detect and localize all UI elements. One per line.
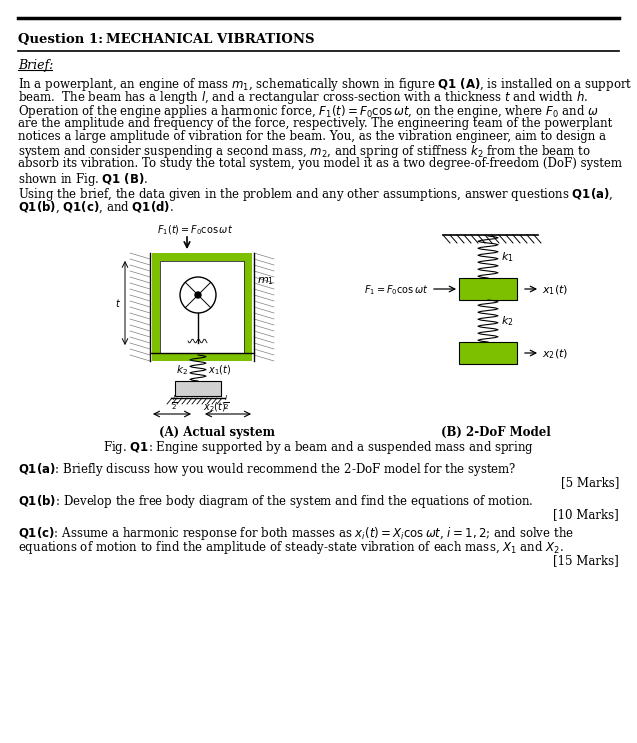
Text: [15 Marks]: [15 Marks] — [554, 554, 619, 567]
Text: absorb its vibration. To study the total system, you model it as a two degree-of: absorb its vibration. To study the total… — [18, 157, 622, 170]
Text: Using the brief, the data given in the problem and any other assumptions, answer: Using the brief, the data given in the p… — [18, 186, 613, 203]
Text: Brief:: Brief: — [18, 59, 54, 72]
Text: $\mathbf{Q1(a)}$: Briefly discuss how you would recommend the 2-DoF model for th: $\mathbf{Q1(a)}$: Briefly discuss how yo… — [18, 461, 517, 478]
Text: $F_1 = F_0 \cos\omega t$: $F_1 = F_0 \cos\omega t$ — [364, 283, 429, 297]
Text: $k_2$: $k_2$ — [501, 314, 513, 328]
Bar — [459, 342, 517, 364]
Bar — [130, 253, 150, 361]
Text: $m_2$: $m_2$ — [479, 348, 497, 360]
Text: Question 1:: Question 1: — [18, 33, 103, 46]
Text: $m_1$: $m_1$ — [257, 275, 274, 287]
Text: $F_1(t) = F_0 \cos\omega t$: $F_1(t) = F_0 \cos\omega t$ — [157, 223, 233, 236]
Text: $m_1$: $m_1$ — [479, 283, 497, 296]
Bar — [152, 353, 252, 361]
Bar — [244, 253, 252, 361]
Text: $\mathbf{Q1(b)}$, $\mathbf{Q1(c)}$, and $\mathbf{Q1(d)}$.: $\mathbf{Q1(b)}$, $\mathbf{Q1(c)}$, and … — [18, 200, 174, 215]
Text: $t$: $t$ — [115, 297, 121, 309]
Text: system and consider suspending a second mass, $m_2$, and spring of stiffness $k_: system and consider suspending a second … — [18, 143, 591, 160]
Text: [10 Marks]: [10 Marks] — [554, 508, 619, 521]
Text: shown in Fig. $\mathbf{Q1}$ $\mathbf{(B)}$.: shown in Fig. $\mathbf{Q1}$ $\mathbf{(B)… — [18, 170, 148, 187]
Text: equations of motion to find the amplitude of steady-state vibration of each mass: equations of motion to find the amplitud… — [18, 539, 564, 556]
Text: $x_1(t)$: $x_1(t)$ — [542, 283, 568, 296]
Text: $x_2(t)$: $x_2(t)$ — [542, 347, 568, 361]
Bar — [152, 253, 252, 261]
Text: are the amplitude and frequency of the force, respectively. The engineering team: are the amplitude and frequency of the f… — [18, 117, 612, 129]
Text: [5 Marks]: [5 Marks] — [561, 476, 619, 489]
Bar — [160, 261, 244, 353]
Text: Fig. $\mathbf{Q1}$: Engine supported by a beam and a suspended mass and spring: Fig. $\mathbf{Q1}$: Engine supported by … — [103, 439, 534, 456]
Text: $x_1(t)$: $x_1(t)$ — [208, 363, 231, 377]
Text: $x_2(t)$: $x_2(t)$ — [203, 400, 226, 414]
Text: $\frac{l}{2}$: $\frac{l}{2}$ — [171, 394, 177, 412]
Text: $k_2$: $k_2$ — [176, 363, 188, 377]
Text: (A) Actual system: (A) Actual system — [159, 426, 275, 439]
Text: Operation of the engine applies a harmonic force, $F_1(t) = F_0 \cos\omega t$, o: Operation of the engine applies a harmon… — [18, 103, 599, 120]
Text: $\mathbf{Q1(b)}$: Develop the free body diagram of the system and find the equat: $\mathbf{Q1(b)}$: Develop the free body … — [18, 493, 534, 510]
Text: MECHANICAL VIBRATIONS: MECHANICAL VIBRATIONS — [106, 33, 315, 46]
Bar — [175, 381, 221, 396]
Text: (B) 2-DoF Model: (B) 2-DoF Model — [441, 426, 551, 439]
Bar — [152, 253, 160, 361]
Text: $m_2$: $m_2$ — [190, 383, 206, 395]
Text: In a powerplant, an engine of mass $m_1$, schematically shown in figure $\mathbf: In a powerplant, an engine of mass $m_1$… — [18, 76, 633, 93]
Text: notices a large amplitude of vibration for the beam. You, as the vibration engin: notices a large amplitude of vibration f… — [18, 130, 606, 143]
Text: $\mathbf{Q1(c)}$: Assume a harmonic response for both masses as $x_i(t) = X_i \c: $\mathbf{Q1(c)}$: Assume a harmonic resp… — [18, 525, 574, 542]
Text: $\frac{l}{2}$: $\frac{l}{2}$ — [223, 394, 229, 412]
Text: $k_1$: $k_1$ — [501, 250, 513, 264]
Circle shape — [195, 292, 201, 298]
Bar — [459, 278, 517, 300]
Text: beam.  The beam has a length $l$, and a rectangular cross-section with a thickne: beam. The beam has a length $l$, and a r… — [18, 89, 588, 106]
